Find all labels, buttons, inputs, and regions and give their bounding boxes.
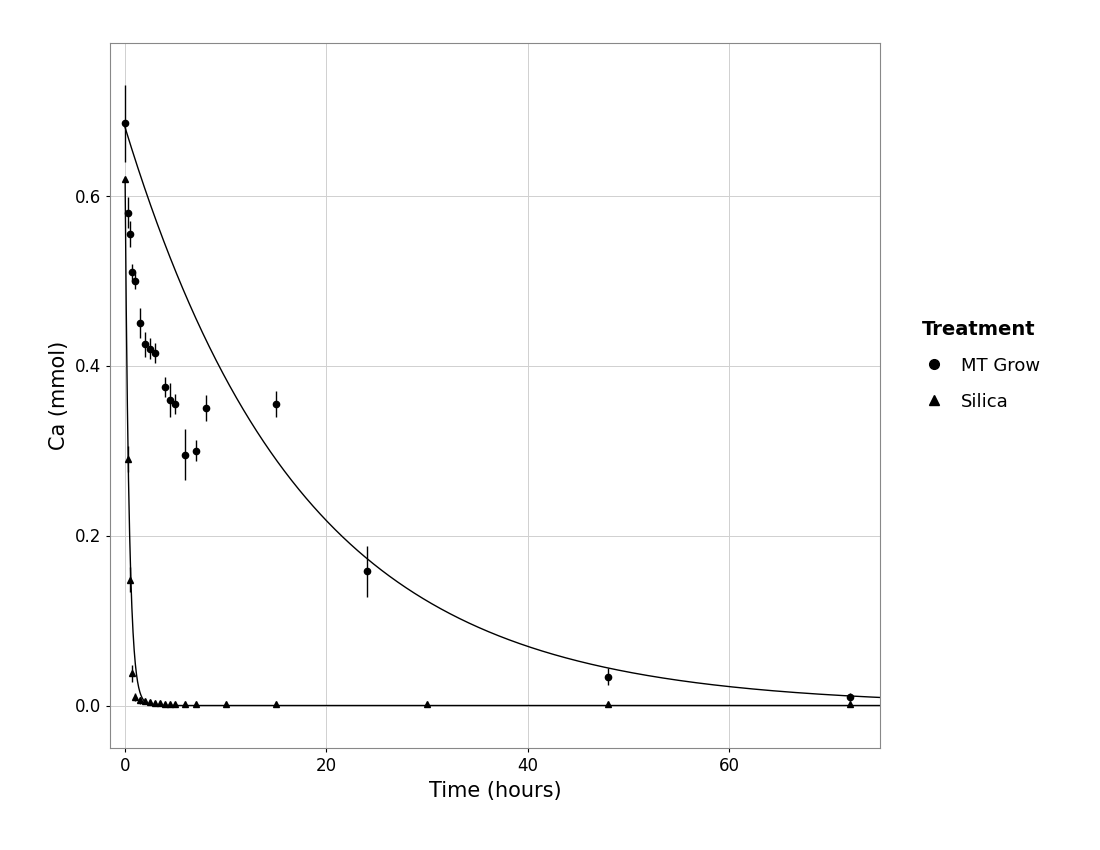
X-axis label: Time (hours): Time (hours) <box>429 780 561 801</box>
Legend: MT Grow, Silica: MT Grow, Silica <box>916 320 1041 411</box>
Y-axis label: Ca (mmol): Ca (mmol) <box>50 341 69 450</box>
